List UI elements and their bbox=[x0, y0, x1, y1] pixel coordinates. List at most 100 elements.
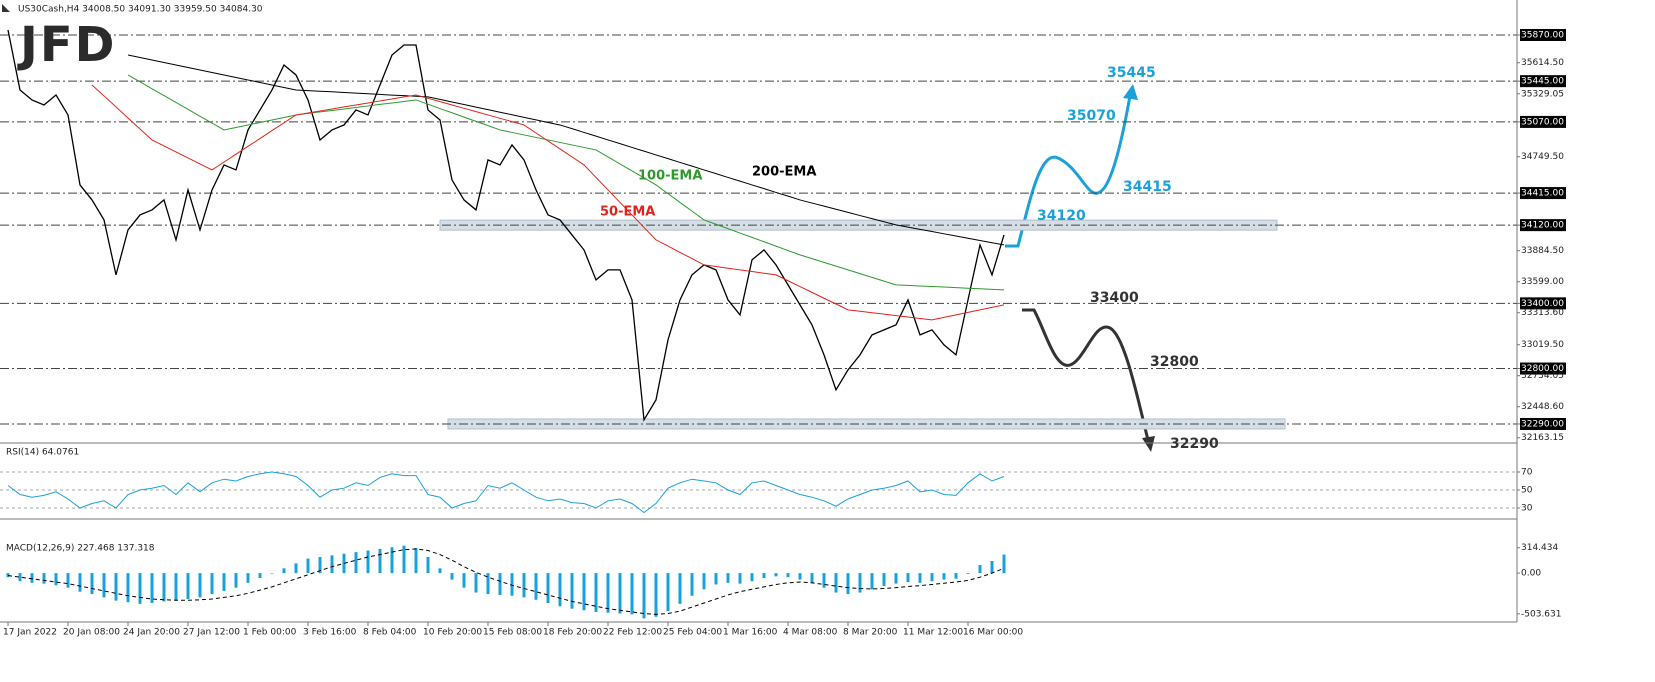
histogram-bar bbox=[822, 573, 826, 588]
histogram-bar bbox=[882, 573, 886, 587]
histogram-bar bbox=[258, 573, 262, 578]
x-tick-label: 8 Feb 04:00 bbox=[363, 628, 417, 638]
series-line bbox=[7, 548, 1005, 615]
x-tick-label: 18 Feb 20:00 bbox=[543, 628, 602, 638]
histogram-bar bbox=[546, 573, 550, 604]
y-tick-label: -503.631 bbox=[1521, 609, 1561, 619]
y-tick-label: 32800.00 bbox=[1521, 364, 1564, 374]
x-tick-label: 25 Feb 04:00 bbox=[663, 628, 722, 638]
histogram-bar bbox=[18, 573, 22, 582]
series-line bbox=[7, 471, 1005, 514]
histogram-bar bbox=[54, 573, 58, 586]
y-tick-label: 32734.05 bbox=[1521, 371, 1564, 381]
histogram-bar bbox=[222, 573, 226, 591]
x-tick-label: 1 Mar 16:00 bbox=[723, 628, 778, 638]
histogram-bar bbox=[978, 565, 982, 574]
histogram-bar bbox=[654, 573, 658, 617]
histogram-bar bbox=[162, 573, 166, 602]
histogram-bar bbox=[858, 573, 862, 593]
y-tick-label: 0.00 bbox=[1521, 569, 1541, 579]
y-tick-label: 35870.00 bbox=[1521, 30, 1564, 40]
histogram-bar bbox=[498, 573, 502, 595]
histogram-bar bbox=[6, 573, 10, 578]
histogram-bar bbox=[774, 573, 778, 577]
histogram-bar bbox=[474, 573, 478, 593]
annotation: 32800 bbox=[1150, 354, 1199, 370]
histogram-bar bbox=[462, 573, 466, 588]
histogram-bar bbox=[930, 573, 934, 582]
panel-title: US30Cash,H4 34008.50 34091.30 33959.50 3… bbox=[18, 5, 263, 15]
histogram-bar bbox=[102, 573, 106, 598]
bear-arrowhead bbox=[1142, 436, 1155, 452]
histogram-bar bbox=[798, 573, 802, 580]
histogram-bar bbox=[534, 573, 538, 600]
histogram-bar bbox=[390, 547, 394, 574]
x-tick-label: 8 Mar 20:00 bbox=[843, 628, 898, 638]
histogram-bar bbox=[738, 573, 742, 584]
histogram-bar bbox=[510, 573, 514, 596]
panel-title: RSI(14) 64.0761 bbox=[6, 448, 79, 458]
histogram-bar bbox=[786, 573, 790, 578]
histogram-bar bbox=[90, 573, 94, 595]
x-tick-label: 22 Feb 12:00 bbox=[603, 628, 662, 638]
y-tick-label: 34120.00 bbox=[1521, 221, 1564, 231]
bear-projection bbox=[1022, 308, 1150, 441]
y-tick-label: 33313.60 bbox=[1521, 308, 1564, 318]
histogram-bar bbox=[642, 573, 646, 619]
y-tick-label: 314.434 bbox=[1521, 543, 1558, 553]
level-label-box bbox=[1520, 187, 1566, 200]
histogram-bar bbox=[966, 573, 970, 574]
histogram-bar bbox=[726, 573, 730, 583]
level-label-box bbox=[1520, 362, 1566, 375]
panel-title: MACD(12,26,9) 227.468 137.318 bbox=[6, 544, 155, 554]
histogram-bar bbox=[426, 556, 430, 574]
x-tick-label: 1 Feb 00:00 bbox=[243, 628, 297, 638]
histogram-bar bbox=[558, 573, 562, 607]
x-tick-label: 10 Feb 20:00 bbox=[423, 628, 482, 638]
histogram-bar bbox=[174, 573, 178, 601]
y-tick-label: 32163.15 bbox=[1521, 433, 1564, 443]
annotation: 35070 bbox=[1067, 108, 1116, 124]
x-tick-label: 4 Mar 08:00 bbox=[783, 628, 838, 638]
histogram-bar bbox=[750, 573, 754, 582]
histogram-bar bbox=[402, 545, 406, 574]
y-tick-label: 35329.05 bbox=[1521, 89, 1564, 99]
y-tick-label: 33884.50 bbox=[1521, 246, 1564, 256]
annotation: 33400 bbox=[1090, 290, 1139, 306]
histogram-bar bbox=[42, 573, 46, 584]
annotation: 32290 bbox=[1170, 436, 1219, 452]
x-tick-label: 27 Jan 12:00 bbox=[183, 628, 240, 638]
histogram-bar bbox=[630, 573, 634, 615]
histogram-bar bbox=[306, 558, 310, 574]
level-label-box bbox=[1520, 28, 1566, 41]
histogram-bar bbox=[678, 573, 682, 604]
histogram-bar bbox=[486, 573, 490, 595]
histogram-bar bbox=[954, 573, 958, 579]
histogram-bar bbox=[282, 568, 286, 574]
series-line bbox=[7, 29, 1005, 422]
level-label-box bbox=[1520, 115, 1566, 128]
histogram-bar bbox=[378, 548, 382, 574]
histogram-bar bbox=[942, 573, 946, 580]
histogram-bar bbox=[186, 573, 190, 599]
series-label: 50-EMA bbox=[600, 205, 655, 220]
histogram-bar bbox=[666, 573, 670, 612]
level-label-box bbox=[1520, 75, 1566, 88]
histogram-bar bbox=[66, 573, 70, 588]
logo: JFD bbox=[17, 17, 117, 73]
histogram-bar bbox=[126, 573, 130, 603]
y-tick-label: 32448.60 bbox=[1521, 402, 1564, 412]
histogram-bar bbox=[246, 573, 250, 583]
y-tick-label: 33019.50 bbox=[1521, 340, 1564, 350]
histogram-bar bbox=[114, 573, 118, 601]
histogram-bar bbox=[570, 573, 574, 609]
histogram-bar bbox=[918, 573, 922, 583]
histogram-bar bbox=[906, 573, 910, 583]
histogram-bar bbox=[318, 556, 322, 574]
histogram-bar bbox=[894, 573, 898, 584]
level-label-box bbox=[1520, 297, 1566, 310]
histogram-bar bbox=[690, 573, 694, 596]
annotation: 35445 bbox=[1107, 65, 1156, 81]
histogram-bar bbox=[594, 573, 598, 612]
